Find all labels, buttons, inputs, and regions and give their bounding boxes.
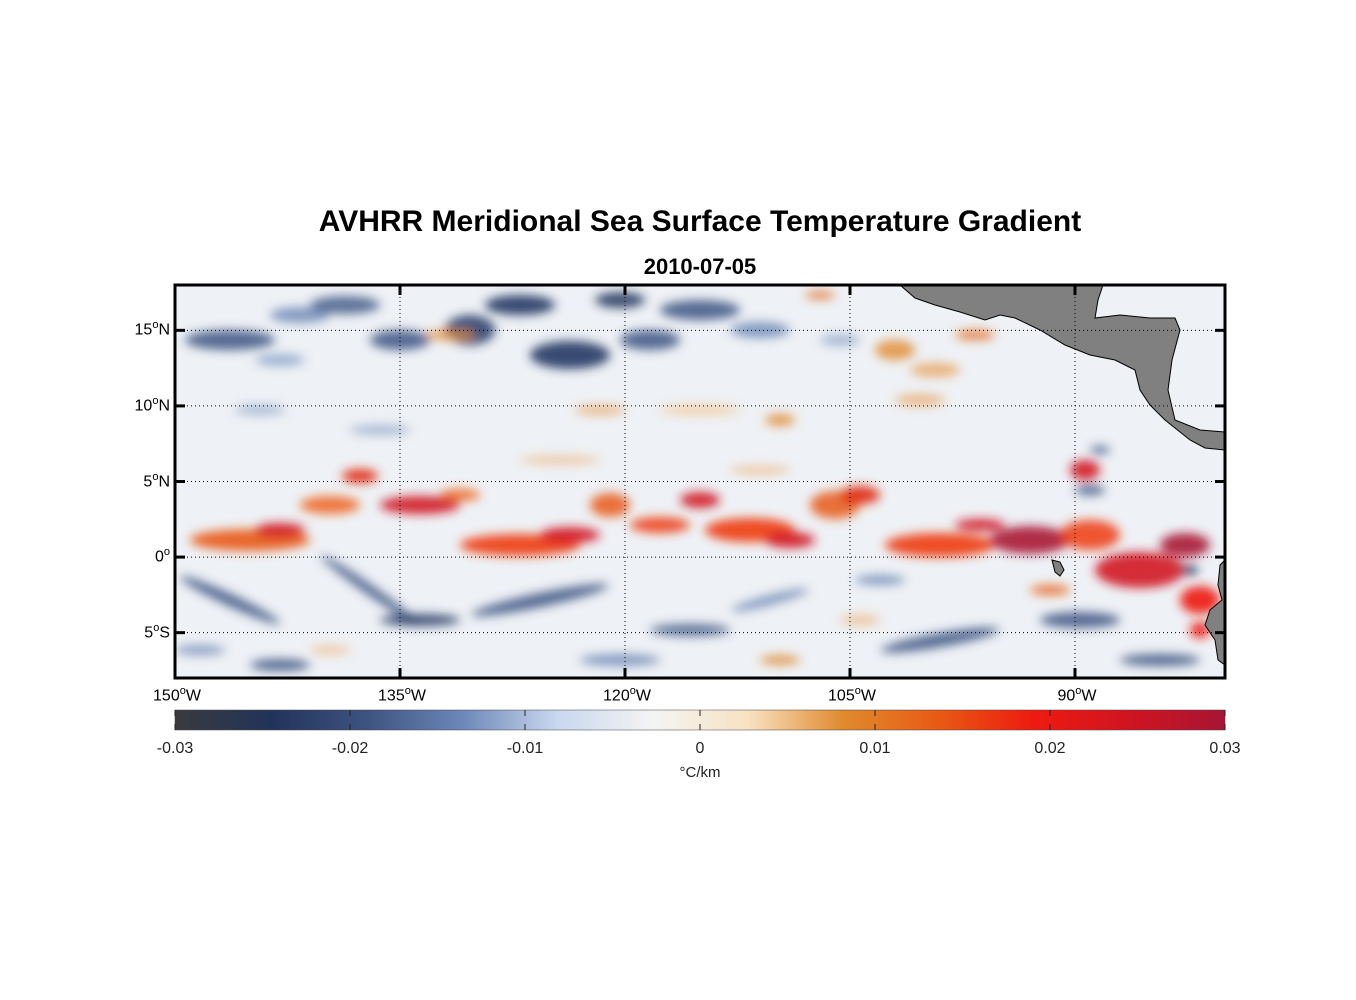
latitude-tick-label: 15oN: [134, 319, 170, 339]
positive-patch: [300, 496, 360, 514]
positive-patch: [1030, 585, 1070, 595]
longitude-tick-label: 120oW: [603, 685, 651, 705]
negative-patch: [310, 296, 380, 314]
positive-patch: [875, 340, 915, 360]
latitude-tick-label: 0o: [154, 546, 170, 566]
negative-patch: [820, 334, 860, 346]
negative-patch: [471, 583, 609, 617]
positive-patch: [765, 532, 815, 548]
positive-patch: [840, 615, 880, 625]
positive-patch: [1095, 552, 1185, 588]
colorbar-tick-label: 0.01: [859, 740, 891, 757]
positive-patch: [520, 456, 600, 464]
positive-patch: [440, 489, 480, 501]
longitude-tick-label: 150oW: [153, 685, 201, 705]
sst-gradient-field: [175, 291, 1220, 671]
positive-patch: [255, 523, 305, 537]
positive-patch: [885, 533, 995, 557]
positive-patch: [765, 414, 795, 426]
colorbar-tick-label: 0.03: [1209, 740, 1241, 757]
negative-patch: [270, 307, 330, 323]
land-south-america: [1204, 559, 1225, 666]
negative-patch: [880, 627, 1000, 653]
negative-patch: [1040, 612, 1120, 628]
positive-patch: [1060, 520, 1120, 550]
land-central-america: [899, 285, 1225, 451]
positive-patch: [955, 330, 995, 340]
map-tick-marks: [173, 285, 1225, 678]
negative-patch: [250, 659, 310, 671]
negative-patch: [380, 614, 460, 626]
colorbar-tick-label: 0.02: [1034, 740, 1066, 757]
colorbar-tick-marks: [174, 710, 1226, 730]
negative-patch: [255, 354, 305, 366]
colorbar-tick-label: -0.03: [156, 740, 194, 757]
longitude-tick-label: 90oW: [1057, 685, 1097, 705]
negative-patch: [530, 341, 610, 369]
negative-patch: [650, 624, 730, 636]
figure-title: AVHRR Meridional Sea Surface Temperature…: [318, 205, 1082, 238]
negative-patch: [731, 588, 809, 612]
positive-patch: [342, 469, 378, 483]
latitude-tick-label: 10oN: [134, 394, 170, 415]
longitude-tick-label: 105oW: [828, 685, 876, 705]
negative-patch: [1120, 654, 1200, 666]
negative-patch: [855, 575, 905, 585]
negative-patch: [180, 576, 280, 624]
positive-patch: [990, 526, 1070, 554]
positive-patch: [895, 394, 945, 406]
negative-patch: [370, 330, 430, 350]
positive-patch: [805, 291, 835, 299]
negative-patch: [175, 645, 225, 655]
positive-patch: [310, 646, 350, 654]
negative-patch: [320, 555, 420, 625]
figure-date: 2010-07-05: [643, 254, 757, 279]
positive-patch: [630, 517, 690, 533]
positive-patch: [840, 486, 880, 504]
negative-patch: [660, 300, 740, 320]
positive-patch: [910, 363, 960, 377]
colorbar-tick-label: -0.02: [331, 740, 369, 757]
positive-patch: [1190, 622, 1210, 638]
positive-patch: [1180, 586, 1220, 614]
longitude-tick-label: 135oW: [378, 685, 426, 705]
positive-patch: [575, 405, 625, 415]
positive-patch: [660, 405, 740, 415]
negative-patch: [185, 330, 275, 350]
positive-patch: [680, 492, 720, 508]
negative-patch: [350, 425, 410, 435]
negative-patch: [1182, 565, 1198, 575]
latitude-tick-label: 5oN: [143, 470, 170, 490]
negative-patch: [620, 330, 680, 350]
positive-patch: [1070, 460, 1100, 480]
colorbar-unit: °C/km: [679, 764, 721, 781]
positive-patch: [760, 655, 800, 665]
negative-patch: [1075, 485, 1105, 495]
graticule: [175, 285, 1225, 678]
positive-patch: [1160, 533, 1210, 557]
negative-patch: [1090, 446, 1110, 454]
positive-patch: [425, 330, 475, 340]
latitude-tick-label: 5oS: [144, 621, 170, 641]
colorbar-tick-label: -0.01: [506, 740, 544, 757]
negative-patch: [235, 405, 285, 415]
positive-patch: [540, 527, 600, 543]
negative-patch: [595, 292, 645, 308]
positive-patch: [730, 466, 790, 474]
colorbar-tick-label: 0: [695, 740, 705, 757]
positive-patch: [590, 493, 630, 517]
negative-patch: [485, 295, 555, 315]
negative-patch: [580, 654, 660, 666]
land-galapagos: [1051, 559, 1065, 577]
positive-patch: [955, 519, 1005, 531]
